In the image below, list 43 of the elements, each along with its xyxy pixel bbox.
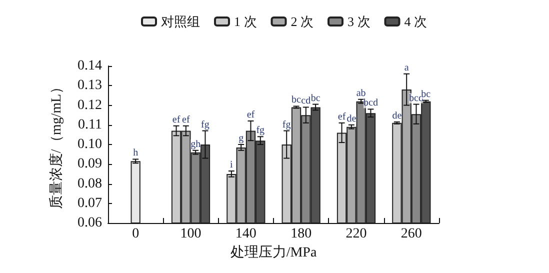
y-axis-title: 质量浓度/（mg/mL） (48, 80, 64, 210)
y-tick-label: 0.11 (78, 117, 102, 132)
y-tick-label: 0.06 (78, 216, 102, 230)
data-label: ef (246, 109, 256, 120)
data-label: bcd (364, 98, 378, 109)
data-label: h (133, 148, 138, 159)
y-tick-label: 0.13 (78, 78, 102, 94)
x-tick-label: 220 (346, 226, 367, 242)
y-tick-label: 0.07 (78, 196, 102, 211)
data-label: fg (256, 125, 265, 136)
legend-label: 对照组 (161, 14, 200, 29)
data-label: ef (338, 111, 346, 122)
legend-label: 2 次 (290, 14, 314, 29)
legend-label: 4 次 (404, 14, 427, 29)
data-label: i (230, 159, 234, 170)
x-tick-label: 100 (180, 226, 202, 242)
data-label: ef (172, 114, 181, 126)
y-tick-label: 0.14 (78, 58, 102, 74)
y-tick-label: 0.09 (78, 156, 102, 172)
y-tick-label: 0.10 (78, 137, 102, 152)
data-label: fg (201, 119, 210, 130)
data-label: ab (356, 88, 366, 99)
data-label: fg (282, 119, 291, 130)
data-label: bc (310, 92, 321, 104)
data-label: bcd (409, 92, 424, 104)
data-label: bc (421, 88, 432, 100)
data-label: a (404, 62, 410, 74)
data-label: g (238, 133, 244, 144)
legend-label: 3 次 (348, 14, 370, 29)
x-axis-title: 处理压力/MPa (230, 244, 318, 260)
data-label: de (346, 113, 357, 124)
x-tick-label: 260 (400, 226, 422, 242)
data-label: ef (182, 114, 190, 126)
data-label: cd (301, 96, 311, 107)
legend-label: 1 次 (234, 14, 257, 29)
y-tick-label: 0.08 (78, 176, 102, 192)
x-tick-label: 180 (290, 226, 312, 242)
x-tick-label: 140 (235, 226, 256, 242)
y-tick-label: 0.12 (78, 98, 102, 113)
data-label: bc (292, 94, 302, 106)
data-label: de (392, 110, 402, 122)
x-tick-label: 0 (132, 226, 140, 242)
data-label: gh (190, 138, 201, 150)
